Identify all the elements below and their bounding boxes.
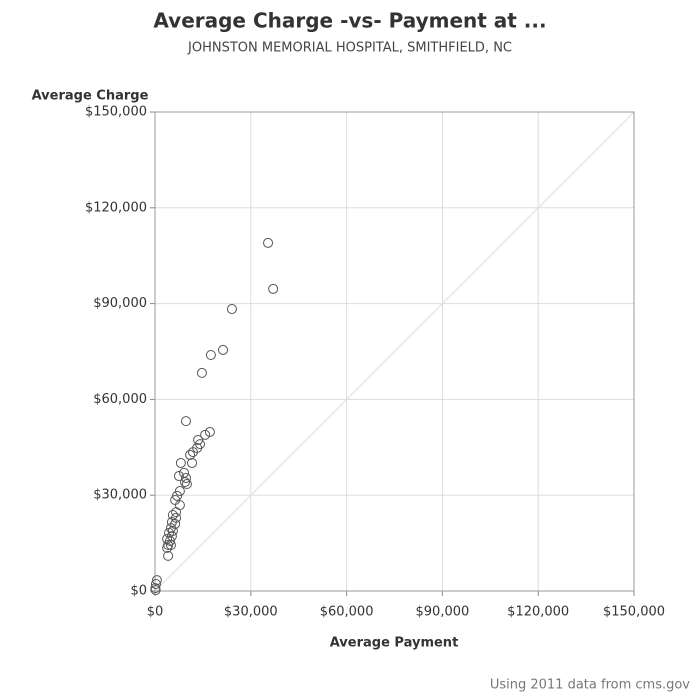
- point: [263, 237, 274, 248]
- x-tick-label: $120,000: [507, 605, 569, 620]
- chart-title: Average Charge -vs- Payment at ...: [153, 9, 546, 33]
- point: [173, 471, 184, 482]
- point: [181, 479, 192, 490]
- x-tick-label: $150,000: [603, 605, 665, 620]
- y-tick-label: $60,000: [93, 392, 147, 407]
- point: [200, 429, 211, 440]
- footnote: Using 2011 data from cms.gov: [490, 678, 690, 693]
- x-tick-label: $60,000: [320, 605, 374, 620]
- point: [165, 523, 176, 534]
- point: [179, 467, 190, 478]
- x-tick-label: $30,000: [224, 605, 278, 620]
- point: [218, 344, 229, 355]
- point: [188, 447, 199, 458]
- y-tick-label: $30,000: [93, 488, 147, 503]
- point: [150, 578, 161, 589]
- y-tick-label: $0: [130, 584, 147, 599]
- point: [204, 426, 215, 437]
- point: [150, 585, 161, 596]
- point: [185, 449, 196, 460]
- point: [196, 367, 207, 378]
- point: [164, 527, 175, 538]
- y-axis-label: Average Charge: [32, 89, 149, 104]
- point: [174, 500, 185, 511]
- point: [175, 457, 186, 468]
- point: [268, 283, 279, 294]
- point: [174, 486, 185, 497]
- x-tick-label: $90,000: [416, 605, 470, 620]
- y-tick-label: $150,000: [85, 105, 147, 120]
- chart-subtitle: JOHNSTON MEMORIAL HOSPITAL, SMITHFIELD, …: [187, 41, 512, 56]
- point: [163, 550, 174, 561]
- point: [180, 472, 191, 483]
- point: [187, 457, 198, 468]
- point: [205, 350, 216, 361]
- point: [180, 477, 191, 488]
- y-tick-label: $120,000: [85, 200, 147, 215]
- point: [162, 542, 173, 553]
- point: [151, 575, 162, 586]
- x-axis-label: Average Payment: [330, 636, 459, 651]
- reference-line: [154, 111, 635, 592]
- point: [226, 304, 237, 315]
- y-tick-label: $90,000: [93, 296, 147, 311]
- x-tick-label: $0: [147, 605, 164, 620]
- point: [171, 507, 182, 518]
- point: [180, 416, 191, 427]
- plot-frame: [154, 111, 635, 592]
